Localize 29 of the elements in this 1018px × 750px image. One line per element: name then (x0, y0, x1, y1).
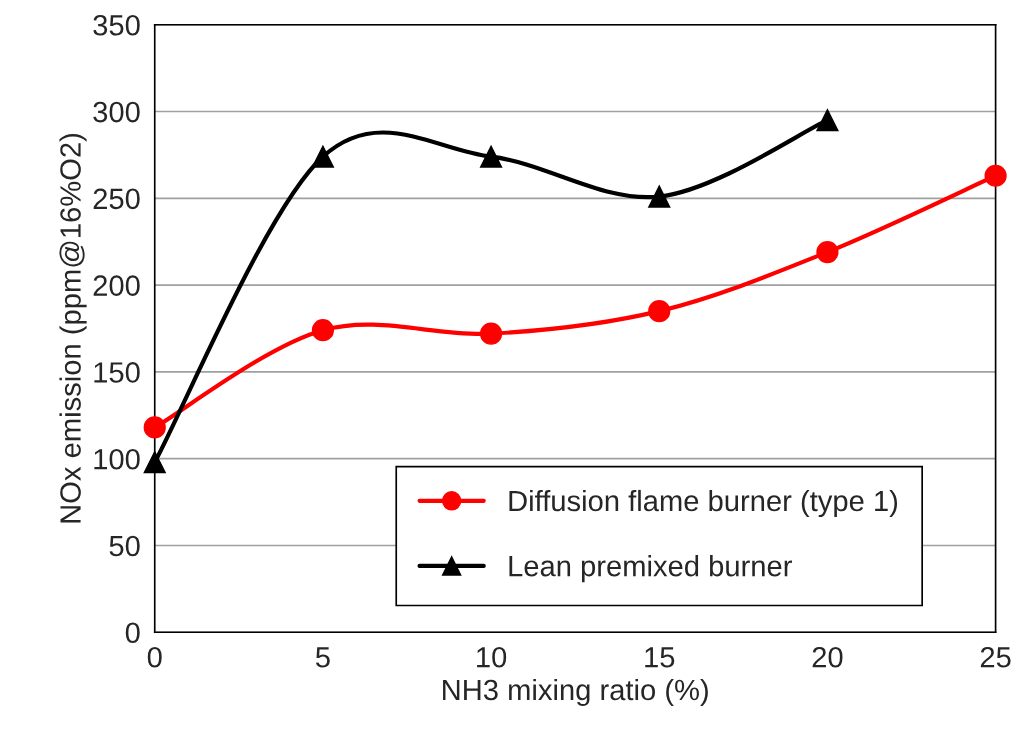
x-tick-label: 10 (477, 646, 507, 668)
y-axis-title: NOx emission (ppm@16%O2) (59, 133, 87, 523)
y-tick-label: 0 (125, 622, 140, 644)
legend-label: Lean premixed burner (509, 554, 792, 583)
y-tick-label: 300 (93, 101, 140, 123)
y-tick-label: 250 (93, 188, 140, 210)
x-tick-label: 5 (315, 647, 330, 668)
y-tick-label: 150 (94, 362, 140, 383)
x-axis-title: NH3 mixing ratio (%) (443, 678, 708, 707)
legend-label: Diffusion flame burner (type 1) (509, 489, 898, 518)
point (984, 164, 1007, 187)
point (143, 416, 166, 439)
point (143, 451, 166, 474)
point (311, 319, 335, 342)
y-tick-label: 200 (93, 275, 140, 296)
point (479, 322, 503, 345)
point (648, 185, 671, 208)
point (648, 300, 671, 323)
y-tick-label: 350 (93, 14, 140, 36)
x-tick-label: 15 (645, 647, 675, 668)
x-tick-label: 20 (812, 646, 843, 668)
point (816, 241, 839, 264)
point (816, 109, 839, 132)
y-tick-label: 50 (109, 535, 140, 557)
x-tick-label: 0 (147, 646, 162, 668)
x-tick-label: 25 (980, 646, 1011, 668)
y-tick-label: 100 (94, 448, 140, 470)
point (311, 145, 335, 168)
point (479, 145, 503, 168)
